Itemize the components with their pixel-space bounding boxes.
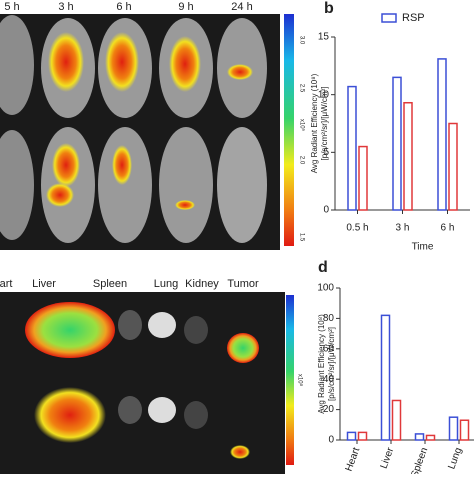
- y-tick-label: 0: [323, 205, 329, 216]
- y-tick-label: 5: [323, 147, 329, 158]
- bar: [380, 314, 391, 441]
- x-tick-label: Liver: [379, 446, 397, 471]
- organ-label: Lung: [154, 278, 178, 290]
- panel-letter: b: [324, 0, 334, 17]
- y-tick-label: 0: [328, 435, 334, 446]
- bar: [414, 433, 425, 441]
- time-label: 9 h: [178, 1, 193, 13]
- time-label: 3 h: [58, 1, 73, 13]
- organ-label: art: [0, 278, 12, 290]
- time-label: 24 h: [231, 1, 252, 13]
- colorbar-label: 1.5: [298, 233, 304, 242]
- y-tick-label: 10: [318, 89, 330, 100]
- y-axis-label: [p/s/cm²/sr]/[μW/cm²]: [320, 87, 329, 161]
- colorbar-unit: x10⁸: [296, 374, 303, 387]
- x-tick-label: Lung: [446, 446, 464, 471]
- x-tick-label: 6 h: [441, 223, 455, 234]
- bar: [357, 431, 368, 441]
- y-tick-label: 15: [318, 32, 330, 43]
- x-tick-label: Heart: [344, 446, 363, 473]
- y-tick-label: 100: [317, 283, 334, 294]
- bar: [392, 76, 402, 211]
- organ-label: Liver: [32, 278, 56, 290]
- bar: [346, 431, 357, 441]
- organ-label: Tumor: [227, 278, 259, 290]
- bar: [391, 399, 402, 441]
- x-tick-label: 3 h: [396, 223, 410, 234]
- organs: [25, 302, 259, 459]
- bar: [437, 58, 447, 211]
- time-label: 6 h: [116, 1, 131, 13]
- bar: [358, 145, 368, 211]
- y-axis-label: Avg Radiant Efficiency (10⁸): [310, 73, 319, 173]
- y-tick-label: 40: [323, 374, 335, 385]
- colorbar-unit: x10⁹: [298, 119, 305, 132]
- y-tick-label: 20: [323, 404, 335, 415]
- colorbar: [286, 295, 294, 465]
- colorbar-label: 3.0: [298, 36, 304, 45]
- panel-letter: d: [318, 259, 328, 276]
- x-tick-label: 0.5 h: [346, 223, 368, 234]
- y-tick-label: 60: [323, 343, 335, 354]
- mice: [0, 15, 267, 243]
- legend-swatch: [381, 13, 397, 23]
- colorbar: [284, 14, 294, 246]
- y-axis-label: [p/s/cm²/sr]/[μW/cm²]: [327, 327, 336, 401]
- time-label: 5 h: [4, 1, 19, 13]
- organ-label: Kidney: [185, 278, 219, 290]
- organ-label: Spleen: [93, 278, 127, 290]
- y-tick-label: 80: [323, 313, 335, 324]
- bar: [459, 419, 470, 441]
- bar: [425, 434, 436, 441]
- y-axis-label: Avg Radiant Efficiency (10⁸): [317, 314, 326, 414]
- x-tick-label: Spleen: [409, 446, 430, 474]
- x-axis-label: Time: [412, 242, 434, 253]
- colorbar-label: 2.5: [298, 84, 304, 93]
- bar: [448, 416, 459, 441]
- bar: [448, 122, 458, 211]
- bar: [403, 101, 413, 211]
- legend-label: RSP: [402, 12, 425, 24]
- colorbar-label: 2.0: [298, 156, 304, 165]
- bar: [347, 85, 357, 211]
